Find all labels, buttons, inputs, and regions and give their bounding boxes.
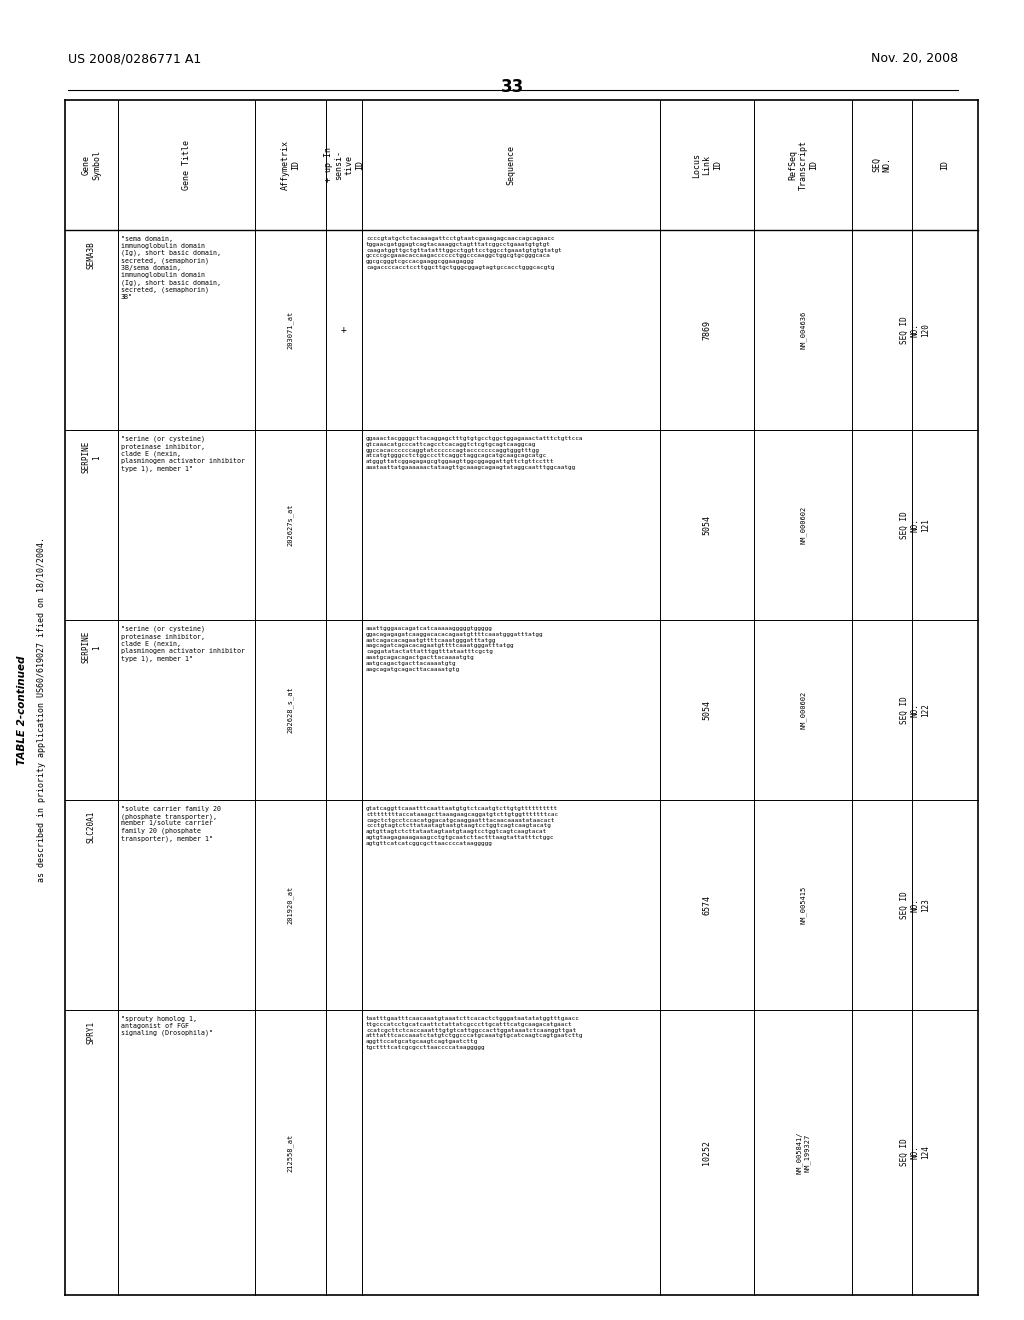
Text: NM_005841/
NM_199327: NM_005841/ NM_199327	[796, 1131, 810, 1173]
Text: ID: ID	[940, 160, 949, 170]
Text: SLC20A1: SLC20A1	[87, 810, 96, 843]
Text: 5054: 5054	[702, 700, 712, 719]
Text: Affymetrix
ID: Affymetrix ID	[281, 140, 300, 190]
Text: 5054: 5054	[702, 515, 712, 535]
Text: +: +	[341, 325, 347, 335]
Text: taatttgaatttcaacaaatgtaaatcttcacactctgggataatatatggtttgaacc
ttgcccatcctgcatcaatt: taatttgaatttcaacaaatgtaaatcttcacactctggg…	[366, 1016, 584, 1049]
Text: Nov. 20, 2008: Nov. 20, 2008	[870, 51, 958, 65]
Text: SEQ ID
NO:
123: SEQ ID NO: 123	[900, 891, 930, 919]
Text: 202628_s_at: 202628_s_at	[287, 686, 294, 734]
Text: 203071_at: 203071_at	[287, 312, 294, 348]
Text: SPRY1: SPRY1	[87, 1020, 96, 1044]
Text: NM_000602: NM_000602	[800, 506, 806, 544]
Text: 33: 33	[501, 78, 523, 96]
Text: "serine (or cysteine)
proteinase inhibitor,
clade E (nexin,
plasminogen activato: "serine (or cysteine) proteinase inhibit…	[121, 626, 245, 661]
Text: 7869: 7869	[702, 319, 712, 341]
Text: SEQ
NO.: SEQ NO.	[872, 157, 892, 173]
Text: SEQ ID
NO:
124: SEQ ID NO: 124	[900, 1139, 930, 1167]
Text: NM_005415: NM_005415	[800, 886, 806, 924]
Text: TABLE 2-continued: TABLE 2-continued	[17, 655, 27, 764]
Text: 6574: 6574	[702, 895, 712, 915]
Text: 10252: 10252	[702, 1140, 712, 1166]
Text: ggaaactacggggcttacaggagctttgtgtgcctggctggagaaactatttctgttcca
gtcaaacatgcccattcag: ggaaactacggggcttacaggagctttgtgtgcctggctg…	[366, 436, 584, 470]
Text: aaattgggaacagatcatcaaaaagggggtggggg
ggacagagagatcaaggacacacagaatgttttcaaatgggatt: aaattgggaacagatcatcaaaaagggggtggggg ggac…	[366, 626, 544, 672]
Text: Sequence: Sequence	[507, 145, 515, 185]
Text: SEQ ID
NO:
120: SEQ ID NO: 120	[900, 315, 930, 345]
Text: gtatcaggttcaaatttcaattaatgtgtctcaatgtcttgtgtttttttttt
cttttttttaccataaagcttaaaga: gtatcaggttcaaatttcaattaatgtgtctcaatgtctt…	[366, 807, 558, 846]
Text: 202627s_at: 202627s_at	[287, 504, 294, 546]
Text: SEMA3B: SEMA3B	[87, 242, 96, 269]
Text: SEQ ID
NO:
122: SEQ ID NO: 122	[900, 696, 930, 723]
Text: 212558_at: 212558_at	[287, 1134, 294, 1172]
Text: "sema domain,
immunoglobulin domain
(Ig), short basic domain,
secreted, (semapho: "sema domain, immunoglobulin domain (Ig)…	[121, 236, 221, 300]
Text: ccccgtatgctctacaaagattcctgtaatcgaaagagcaaccagcagaacc
tggaacgatggagtcagtacaaaggct: ccccgtatgctctacaaagattcctgtaatcgaaagagca…	[366, 236, 562, 271]
Text: as described in priority application US60/619027 ified on 18/10/2004.: as described in priority application US6…	[38, 537, 46, 883]
Text: + up In
sensi-
tive
ID: + up In sensi- tive ID	[324, 148, 365, 182]
Text: "sprouty homolog 1,
antagonist of FGF
signaling (Drosophila)": "sprouty homolog 1, antagonist of FGF si…	[121, 1016, 213, 1036]
Text: Gene Title: Gene Title	[182, 140, 191, 190]
Text: US 2008/0286771 A1: US 2008/0286771 A1	[68, 51, 202, 65]
Text: SEQ ID
NO:
121: SEQ ID NO: 121	[900, 511, 930, 539]
Text: "serine (or cysteine)
proteinase inhibitor,
clade E (nexin,
plasminogen activato: "serine (or cysteine) proteinase inhibit…	[121, 436, 245, 471]
Text: Gene
Symbol: Gene Symbol	[82, 150, 101, 180]
Text: NM_004636: NM_004636	[800, 312, 806, 348]
Text: RefSeq
Transcript
ID: RefSeq Transcript ID	[788, 140, 818, 190]
Text: "solute carrier family 20
(phosphate transporter),
member 1/solute carrier
famil: "solute carrier family 20 (phosphate tra…	[121, 807, 221, 842]
Text: 201920_at: 201920_at	[287, 886, 294, 924]
Text: NM_000602: NM_000602	[800, 690, 806, 729]
Text: Locus
Link
ID: Locus Link ID	[692, 153, 722, 177]
Text: SERPINE
1: SERPINE 1	[82, 631, 101, 664]
Text: SERPINE
1: SERPINE 1	[82, 441, 101, 474]
